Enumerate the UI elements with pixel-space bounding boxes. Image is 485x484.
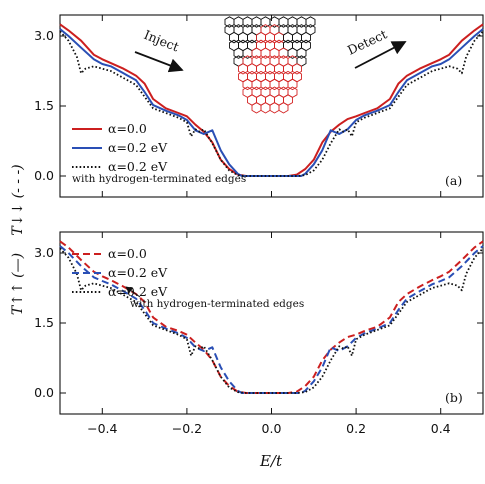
hexagon-cell <box>269 78 280 91</box>
hexagon-cell <box>274 63 284 75</box>
inject-label: Inject <box>142 27 181 55</box>
x-tick-label-3: 0.2 <box>346 421 366 436</box>
hexagon-cell <box>296 47 307 59</box>
hexagon-cell <box>260 47 271 59</box>
hexagon-cell <box>247 63 257 75</box>
hexagon-cell <box>260 78 271 91</box>
legend-label-b-0: α=0.0 <box>108 246 147 261</box>
x-tick-label-1: −0.2 <box>172 421 202 436</box>
hexagon-cell <box>292 31 302 44</box>
hexagon-cell <box>278 16 289 28</box>
series-line-b-2 <box>59 247 484 394</box>
hexagon-cell <box>251 102 262 114</box>
hexagon-cell <box>242 78 253 91</box>
series-line-a-2 <box>59 30 484 177</box>
legend-label-b-1: α=0.2 eV <box>108 265 168 280</box>
hexagon-cell <box>274 31 284 44</box>
y-tick-label-a-2: 3.0 <box>34 28 54 43</box>
legend-label-a-1: α=0.2 eV <box>108 140 168 155</box>
series-line-b-1 <box>59 245 484 394</box>
hexagon-cell <box>251 47 262 59</box>
annotation-b: with hydrogen-terminated edges <box>130 298 304 310</box>
hexagon-cell <box>287 78 298 91</box>
hexagon-cell <box>238 63 248 75</box>
hexagon-cell <box>292 63 302 75</box>
hexagon-cell <box>269 16 280 28</box>
x-tick-label-2: 0.0 <box>262 421 282 436</box>
hexagon-cell <box>256 31 266 44</box>
hexagon-cell <box>296 16 307 28</box>
y-tick-label-b-0: 0.0 <box>34 385 54 400</box>
hexagon-cell <box>265 31 275 44</box>
hexagon-cell <box>278 102 289 114</box>
hexagon-cell <box>283 31 293 44</box>
hexagon-cell <box>229 31 239 44</box>
annotation-a: with hydrogen-terminated edges <box>72 173 246 185</box>
panel-label-b: (b) <box>445 390 463 405</box>
legend-label-a-0: α=0.0 <box>108 121 147 136</box>
hexagon-cell <box>251 16 262 28</box>
hexagon-cell <box>278 47 289 59</box>
graphene-flake-inset: Inject Detect <box>134 16 407 114</box>
legend-label-a-2: α=0.2 eV <box>108 159 168 174</box>
hexagon-cell <box>265 63 275 75</box>
hexagon-cell <box>251 78 262 91</box>
y-tick-label-b-2: 3.0 <box>34 245 54 260</box>
hexagon-cell <box>256 63 266 75</box>
hexagon-cell <box>269 47 280 59</box>
legend-label-b-2: α=0.2 eV <box>108 284 168 299</box>
hexagon-cell <box>247 31 257 44</box>
y-tick-label-a-0: 0.0 <box>34 168 54 183</box>
hexagon-cell <box>242 16 253 28</box>
y-tick-label-a-1: 1.5 <box>34 98 54 113</box>
hexagon-cell <box>287 47 298 59</box>
panel-label-a: (a) <box>445 173 462 188</box>
x-tick-label-0: −0.4 <box>87 421 117 436</box>
y-tick-label-b-1: 1.5 <box>34 315 54 330</box>
x-tick-label-4: 0.4 <box>431 421 451 436</box>
annotation-arrow-b <box>125 286 141 298</box>
panel-b: 0.0 1.5 3.0 −0.4 −0.2 0.0 0.2 0.4 α=0.0 α=0.2 eV α… <box>34 232 484 436</box>
hexagon-cell <box>301 31 311 44</box>
detect-arrow <box>354 41 407 69</box>
hexagon-cell <box>283 63 293 75</box>
hexagon-cell <box>238 31 248 44</box>
inject-arrow <box>134 51 184 73</box>
hexagon-cell <box>260 16 271 28</box>
hexagon-cell <box>224 16 235 28</box>
hexagon-cell <box>233 16 244 28</box>
hexagon-cell <box>305 16 316 28</box>
hexagon-cell <box>269 102 280 114</box>
hexagon-cell <box>278 78 289 91</box>
hexagon-cell <box>242 47 253 59</box>
y-axis-label-bottom: T↑↑ (—) <box>10 253 26 315</box>
x-axis-label: E/t <box>259 452 283 470</box>
hexagon-cell <box>260 102 271 114</box>
y-axis-label-top: T↓↓ (- - -) <box>10 164 26 235</box>
hexagon-cell <box>233 47 244 59</box>
series-line-a-1 <box>59 28 484 177</box>
hexagon-cell <box>287 16 298 28</box>
